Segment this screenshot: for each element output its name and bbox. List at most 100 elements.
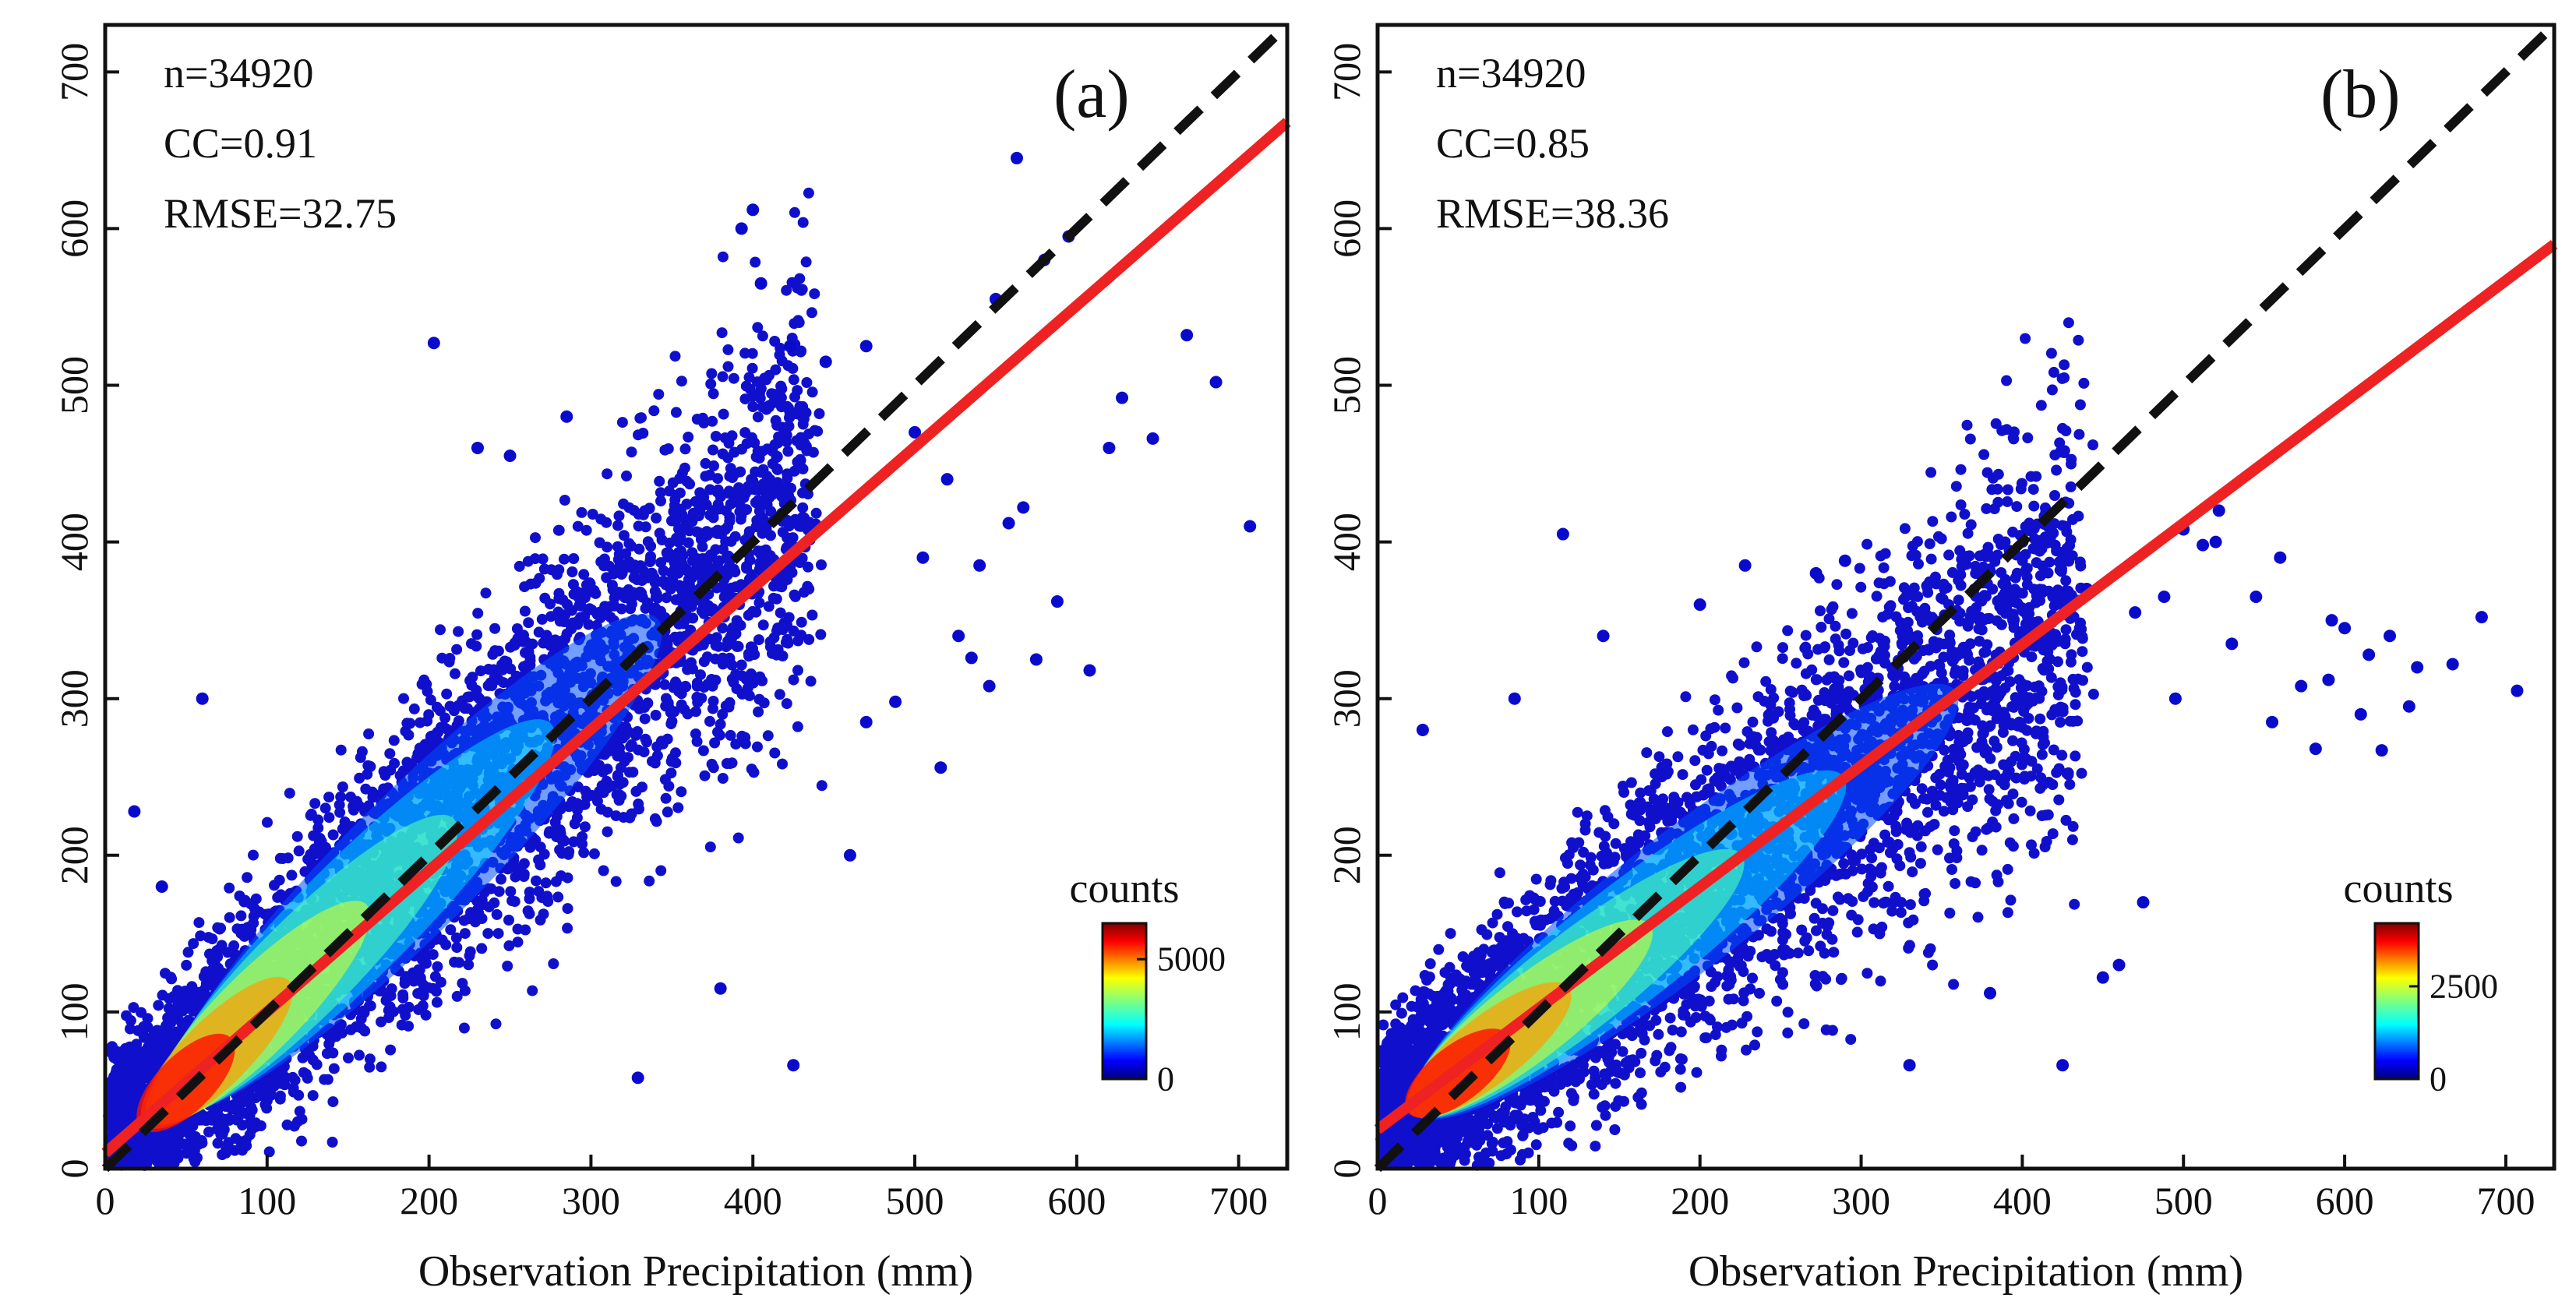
scatter-point: [792, 665, 803, 676]
scatter-point: [789, 591, 801, 602]
scatter-point: [711, 527, 723, 539]
scatter-point: [637, 428, 649, 439]
scatter-point: [212, 922, 224, 933]
y-tick-label: 200: [52, 826, 96, 884]
scatter-point: [186, 981, 198, 993]
scatter-point: [462, 913, 474, 925]
scatter-point: [519, 605, 531, 617]
scatter-point: [291, 831, 303, 842]
scatter-point: [700, 553, 712, 564]
scatter-point: [708, 696, 719, 707]
scatter-point: [753, 597, 765, 608]
scatter-point: [560, 410, 573, 423]
scatter-point: [674, 631, 686, 643]
scatter-point: [613, 548, 625, 560]
scatter-point: [799, 512, 810, 524]
scatter-point: [952, 630, 965, 643]
scatter-point: [782, 633, 793, 645]
scatter-point: [701, 530, 713, 541]
scatter-point: [605, 612, 616, 623]
scatter-point: [418, 674, 430, 686]
scatter-point: [489, 622, 501, 634]
scatter-point: [626, 540, 637, 552]
scatter-point: [451, 942, 463, 954]
scatter-point: [730, 739, 742, 750]
scatter-point: [720, 565, 732, 577]
scatter-point: [678, 618, 690, 630]
scatter-point: [286, 869, 298, 881]
scatter-point: [609, 592, 620, 604]
scatter-point: [196, 1135, 207, 1146]
scatter-point: [191, 990, 203, 1002]
scatter-point: [477, 899, 489, 911]
scatter-point: [812, 425, 824, 437]
scatter-point: [171, 1146, 183, 1158]
scatter-point: [603, 560, 615, 572]
scatter-point: [562, 903, 573, 915]
scatter-point: [675, 554, 686, 566]
scatter-point: [763, 601, 775, 612]
scatter-point: [663, 485, 675, 497]
scatter-point: [212, 951, 224, 963]
scatter-point: [651, 816, 662, 827]
scatter-point: [698, 656, 710, 668]
scatter-point: [451, 644, 463, 655]
scatter-point: [568, 588, 580, 600]
scatter-point: [154, 1141, 166, 1152]
scatter-point: [816, 780, 827, 792]
scatter-point: [471, 629, 483, 640]
scatter-point: [704, 841, 716, 853]
scatter-point: [108, 1107, 119, 1119]
x-tick-label: 500: [886, 1179, 944, 1222]
scatter-point: [273, 874, 285, 886]
scatter-point: [489, 897, 500, 908]
scatter-point: [717, 371, 729, 383]
scatter-point: [400, 1010, 411, 1021]
scatter-point: [335, 744, 347, 756]
scatter-point: [662, 552, 674, 563]
scatter-point: [800, 256, 812, 268]
scatter-point: [788, 674, 799, 686]
scatter-point: [707, 415, 718, 427]
scatter-point: [530, 532, 541, 544]
scatter-point: [693, 569, 704, 580]
scatter-point: [729, 468, 741, 480]
scatter-point: [639, 713, 651, 725]
scatter-point: [691, 735, 703, 747]
scatter-point: [579, 592, 591, 604]
scatter-point: [709, 737, 721, 749]
scatter-point: [714, 729, 725, 741]
scatter-point: [1083, 664, 1096, 677]
scatter-point: [728, 372, 739, 384]
scatter-point: [718, 408, 729, 420]
scatter-point: [789, 206, 800, 218]
scatter-point: [654, 527, 665, 539]
scatter-point: [1116, 391, 1129, 404]
scatter-point: [687, 663, 698, 675]
scatter-point: [426, 730, 437, 742]
scatter-point: [535, 914, 546, 926]
scatter-point: [752, 322, 764, 333]
scatter-point: [816, 559, 827, 570]
scatter-point: [472, 608, 484, 619]
scatter-point: [612, 520, 623, 531]
scatter-point: [536, 892, 548, 904]
scatter-point: [292, 1116, 303, 1127]
scatter-point: [743, 690, 755, 701]
scatter-point: [440, 939, 452, 950]
scatter-point: [155, 880, 168, 894]
scatter-point: [445, 924, 457, 936]
scatter-point: [983, 679, 996, 693]
scatter-point: [524, 887, 535, 898]
scatter-point: [294, 1106, 305, 1117]
scatter-point: [476, 943, 488, 954]
scatter-point: [360, 783, 372, 795]
scatter-point: [415, 717, 426, 728]
x-tick-label: 200: [400, 1179, 458, 1222]
scatter-point: [563, 848, 574, 860]
scatter-point: [235, 910, 247, 922]
scatter-point: [750, 484, 761, 496]
scatter-point: [653, 389, 665, 400]
scatter-point: [781, 698, 792, 710]
